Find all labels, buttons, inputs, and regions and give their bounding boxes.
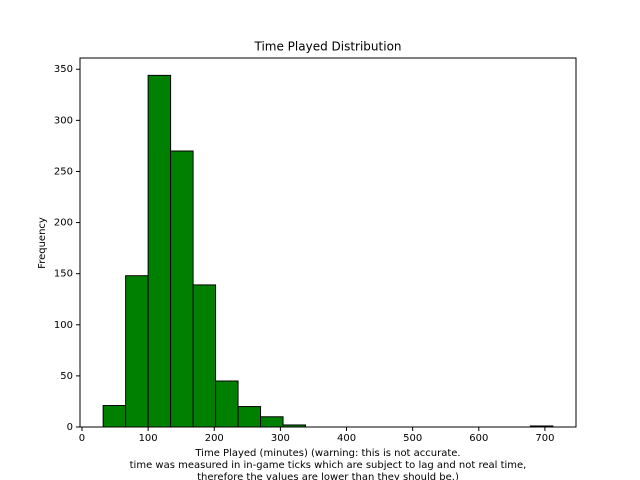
x-tick-label: 200 — [205, 433, 224, 444]
y-tick-label: 150 — [54, 269, 73, 280]
bar — [237, 406, 262, 428]
x-axis-label: therefore the values are lower than they… — [197, 472, 459, 480]
bar — [147, 74, 172, 428]
x-tick-label: 400 — [337, 433, 356, 444]
x-axis-label: time was measured in in-game ticks which… — [130, 460, 527, 471]
y-axis-label: Frequency — [37, 217, 48, 269]
y-tick-label: 100 — [54, 320, 73, 331]
bar — [102, 405, 127, 428]
y-tick-label: 250 — [54, 166, 73, 177]
x-tick-label: 600 — [469, 433, 488, 444]
x-tick-label: 100 — [139, 433, 158, 444]
x-tick-label: 700 — [535, 433, 554, 444]
plot-frame — [79, 57, 577, 428]
x-tick-label: 500 — [403, 433, 422, 444]
chart-title: Time Played Distribution — [253, 40, 401, 54]
bar — [192, 284, 217, 428]
y-tick-label: 300 — [54, 115, 73, 126]
x-tick-label: 300 — [271, 433, 290, 444]
bar — [215, 380, 239, 428]
bar — [260, 416, 284, 428]
y-tick-label: 50 — [60, 371, 73, 382]
y-tick-label: 0 — [67, 422, 73, 433]
bar — [170, 150, 194, 428]
x-axis-label: Time Played (minutes) (warning: this is … — [194, 448, 460, 459]
y-tick-label: 350 — [54, 64, 73, 75]
y-tick-label: 200 — [54, 218, 73, 229]
bar — [125, 275, 149, 428]
x-tick-label: 0 — [79, 433, 85, 444]
